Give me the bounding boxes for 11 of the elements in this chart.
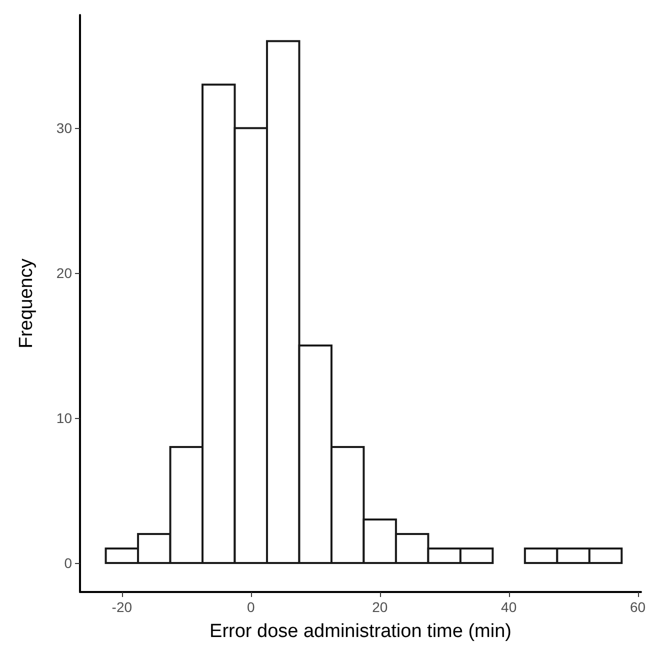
x-tick-label: 60 bbox=[630, 599, 646, 615]
x-tick-label: 20 bbox=[372, 599, 388, 615]
y-tick-label: 10 bbox=[56, 410, 72, 426]
x-tick-label: -20 bbox=[112, 599, 132, 615]
y-axis-title: Frequency bbox=[16, 258, 37, 348]
y-tick-label: 30 bbox=[56, 120, 72, 136]
x-axis-title: Error dose administration time (min) bbox=[210, 621, 512, 642]
x-tick-label: 40 bbox=[501, 599, 517, 615]
x-tick-label: 0 bbox=[246, 599, 255, 615]
y-tick-label: 0 bbox=[64, 555, 72, 572]
y-tick-label: 20 bbox=[56, 265, 72, 282]
